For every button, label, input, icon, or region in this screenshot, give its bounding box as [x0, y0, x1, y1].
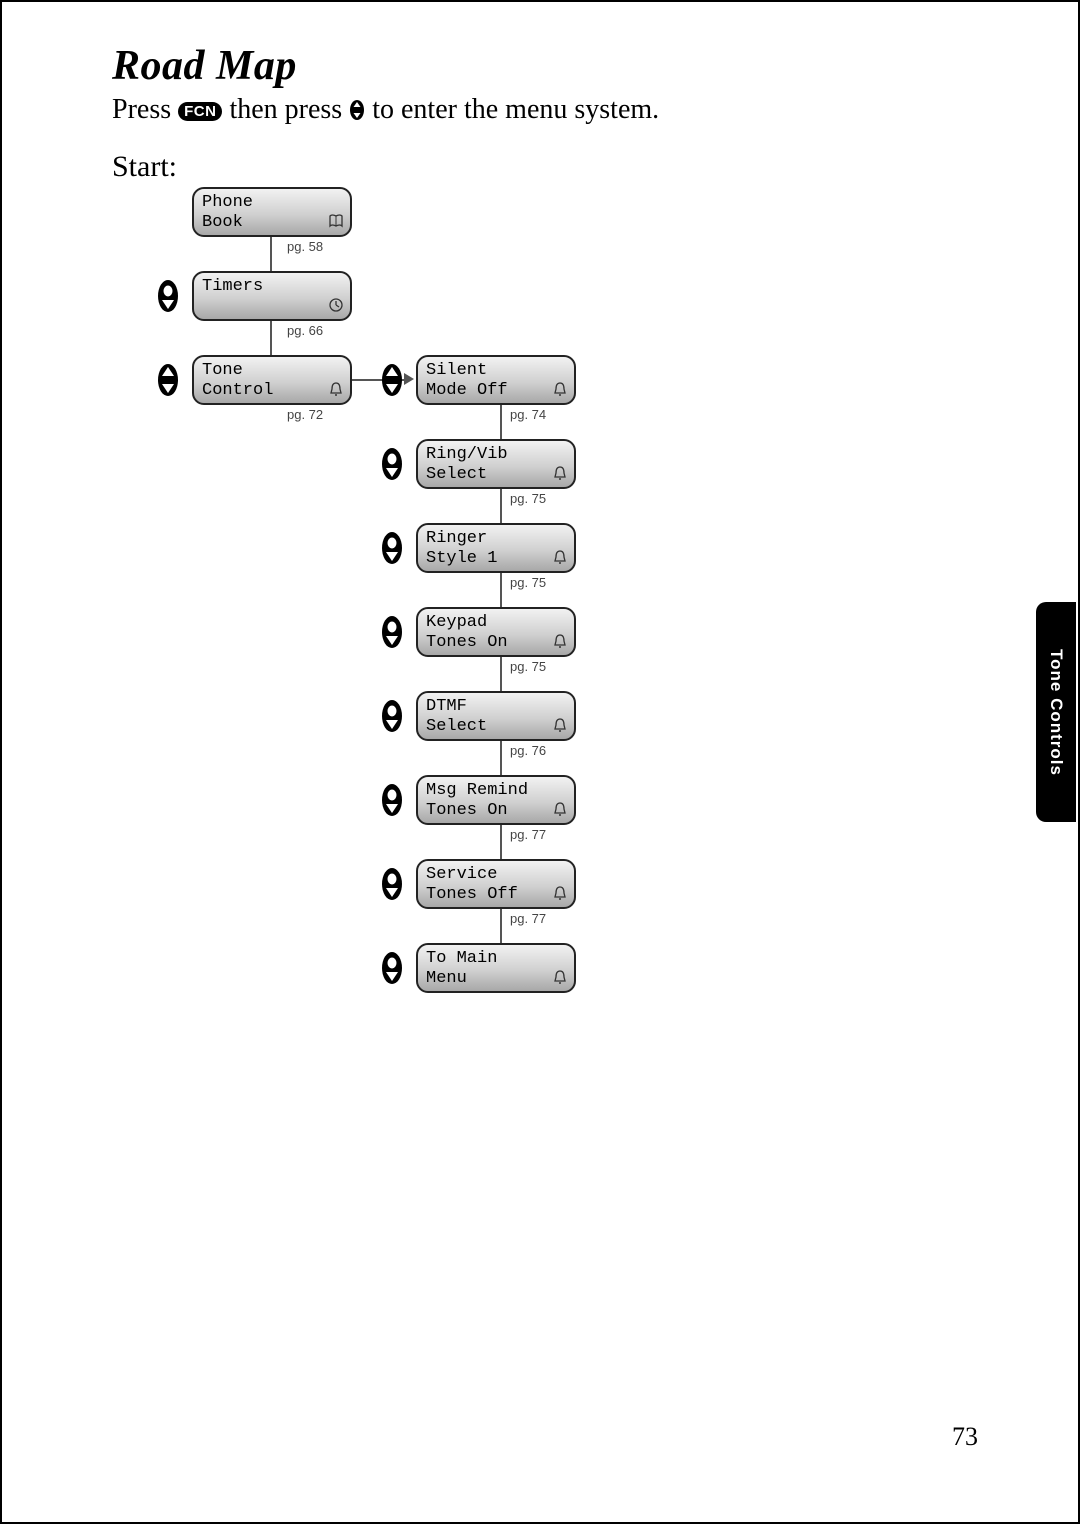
menu-item-line1: DTMF: [426, 697, 568, 717]
menu-item-ringer: RingerStyle 1: [416, 523, 576, 573]
start-label: Start:: [112, 150, 177, 184]
menu-item-line2: Tones On: [426, 633, 568, 653]
instruction-line: Press FCN then press to enter the menu s…: [112, 94, 659, 126]
page-ref: pg. 75: [510, 659, 546, 674]
menu-item-service: ServiceTones Off: [416, 859, 576, 909]
down-nav-icon: [157, 279, 179, 313]
connector-line: [500, 573, 502, 607]
menu-item-line1: Tone: [202, 361, 344, 381]
down-nav-icon: [381, 867, 403, 901]
down-nav-icon: [381, 699, 403, 733]
page-ref: pg. 77: [510, 911, 546, 926]
instruction-part3: to enter the menu system.: [372, 94, 659, 125]
down-nav-icon: [381, 615, 403, 649]
bell-icon: [552, 549, 568, 565]
menu-item-phone: PhoneBook: [192, 187, 352, 237]
updown-nav-icon: [349, 99, 365, 121]
down-nav-icon: [381, 951, 403, 985]
page-ref: pg. 66: [287, 323, 323, 338]
bell-icon: [552, 801, 568, 817]
page-title: Road Map: [112, 42, 297, 90]
down-nav-icon: [381, 447, 403, 481]
bell-icon: [328, 381, 344, 397]
bell-icon: [552, 633, 568, 649]
menu-item-to-main: To MainMenu: [416, 943, 576, 993]
bell-icon: [552, 717, 568, 733]
menu-item-line2: Control: [202, 381, 344, 401]
instruction-part1: Press: [112, 94, 178, 125]
menu-item-line2: Menu: [426, 969, 568, 989]
menu-item-line2: Mode Off: [426, 381, 568, 401]
connector-line: [270, 237, 272, 271]
menu-item-line2: Tones Off: [426, 885, 568, 905]
menu-item-keypad: KeypadTones On: [416, 607, 576, 657]
page-ref: pg. 74: [510, 407, 546, 422]
connector-line: [500, 741, 502, 775]
fcn-button-icon: FCN: [178, 102, 222, 121]
menu-item-line1: Timers: [202, 277, 344, 297]
menu-item-line2: Select: [426, 717, 568, 737]
menu-item-ring-vib: Ring/VibSelect: [416, 439, 576, 489]
menu-item-line2: Book: [202, 213, 344, 233]
menu-item-line2: Style 1: [426, 549, 568, 569]
bell-icon: [552, 465, 568, 481]
connector-arrow-head: [404, 373, 414, 385]
menu-item-line2: Select: [426, 465, 568, 485]
down-nav-icon: [381, 783, 403, 817]
bell-icon: [552, 885, 568, 901]
menu-item-line1: Phone: [202, 193, 344, 213]
clock-icon: [328, 297, 344, 313]
menu-item-silent: SilentMode Off: [416, 355, 576, 405]
menu-item-dtmf: DTMFSelect: [416, 691, 576, 741]
menu-item-tone: ToneControl: [192, 355, 352, 405]
updown-nav-icon: [157, 363, 179, 397]
menu-item-timers: Timers: [192, 271, 352, 321]
page-ref: pg. 75: [510, 575, 546, 590]
menu-item-line1: Silent: [426, 361, 568, 381]
menu-item-line2: Tones On: [426, 801, 568, 821]
connector-line: [500, 489, 502, 523]
side-tab-tone-controls: Tone Controls: [1036, 602, 1076, 822]
manual-page: Road Map Press FCN then press to enter t…: [0, 0, 1080, 1524]
book-icon: [328, 213, 344, 229]
updown-nav-icon: [381, 363, 403, 397]
connector-line: [500, 909, 502, 943]
menu-item-line1: Service: [426, 865, 568, 885]
down-nav-icon: [381, 531, 403, 565]
page-ref: pg. 76: [510, 743, 546, 758]
page-number: 73: [952, 1422, 978, 1452]
instruction-part2: then press: [229, 94, 349, 125]
connector-line: [500, 657, 502, 691]
page-ref: pg. 72: [287, 407, 323, 422]
menu-item-msg-remind: Msg RemindTones On: [416, 775, 576, 825]
connector-line: [270, 321, 272, 355]
page-ref: pg. 77: [510, 827, 546, 842]
menu-item-line1: To Main: [426, 949, 568, 969]
connector-line: [500, 405, 502, 439]
connector-line: [500, 825, 502, 859]
menu-item-line1: Keypad: [426, 613, 568, 633]
page-ref: pg. 75: [510, 491, 546, 506]
bell-icon: [552, 969, 568, 985]
menu-item-line1: Ringer: [426, 529, 568, 549]
menu-item-line1: Msg Remind: [426, 781, 568, 801]
bell-icon: [552, 381, 568, 397]
menu-item-line1: Ring/Vib: [426, 445, 568, 465]
page-ref: pg. 58: [287, 239, 323, 254]
